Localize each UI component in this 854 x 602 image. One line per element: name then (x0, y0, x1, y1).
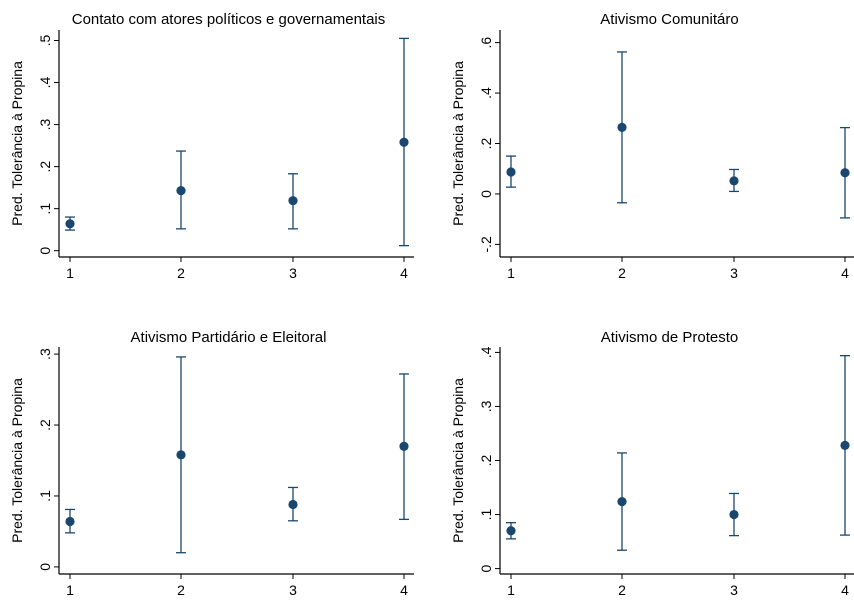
x-tick-label: 3 (289, 582, 297, 598)
y-tick-label: 0 (478, 190, 494, 198)
y-tick-label: .2 (478, 137, 494, 149)
y-tick-label: .4 (37, 77, 53, 89)
x-tick-label: 2 (618, 582, 626, 598)
chart-title: Ativismo de Protesto (601, 329, 739, 346)
x-tick-label: 3 (730, 265, 738, 281)
y-axis-label: Pred. Tolerância à Propina (9, 378, 25, 543)
chart-panel-3: Ativismo Partidário e Eleitoral Pred. Tol… (9, 329, 414, 598)
y-tick-label: .4 (478, 346, 494, 358)
chart-panel-1: Contato com atores políticos e govername… (9, 11, 414, 281)
y-tick-label: .6 (478, 37, 494, 49)
chart-panel-2: Ativismo Comunitáro Pred. Tolerância à Pr… (450, 11, 854, 281)
y-tick-label: .3 (37, 119, 53, 131)
data-point (617, 496, 627, 507)
y-tick-label: -.2 (478, 236, 494, 253)
data-point (506, 167, 516, 177)
x-tick-label: 1 (507, 582, 515, 598)
y-tick-label: .2 (37, 419, 53, 431)
x-tick-label: 2 (177, 582, 185, 598)
y-tick-label: .1 (478, 509, 494, 521)
data-point (399, 137, 409, 147)
y-tick-label: .3 (37, 348, 53, 360)
y-axis-label: Pred. Tolerância à Propina (450, 61, 466, 226)
y-tick-label: 0 (478, 564, 494, 572)
y-axis-label: Pred. Tolerância à Propina (450, 378, 466, 543)
x-tick-label: 3 (730, 582, 738, 598)
y-axis-label: Pred. Tolerância à Propina (9, 61, 25, 226)
x-tick-label: 4 (841, 265, 849, 281)
x-tick-label: 4 (841, 582, 849, 598)
data-point (176, 185, 186, 196)
data-point (840, 168, 850, 178)
chart-title: Ativismo Partidário e Eleitoral (131, 329, 327, 346)
y-tick-label: 0 (37, 247, 53, 255)
x-tick-label: 1 (507, 265, 515, 281)
x-tick-label: 4 (400, 582, 408, 598)
data-point (506, 526, 516, 536)
data-point (176, 450, 186, 460)
data-point (65, 516, 75, 527)
y-tick-label: .2 (478, 454, 494, 466)
data-point (65, 219, 75, 229)
x-tick-label: 1 (66, 265, 74, 281)
y-tick-label: .1 (37, 490, 53, 502)
x-tick-label: 2 (618, 265, 626, 281)
x-tick-label: 2 (177, 265, 185, 281)
x-tick-label: 1 (66, 582, 74, 598)
data-point (729, 509, 739, 520)
data-point (729, 176, 739, 186)
x-tick-label: 3 (289, 265, 297, 281)
chart-panel-4: Ativismo de Protesto Pred. Tolerância à P… (450, 329, 854, 598)
data-point (399, 441, 409, 451)
chart-title: Ativismo Comunitáro (600, 11, 738, 28)
chart-title: Contato com atores políticos e govername… (72, 11, 386, 28)
y-tick-label: .4 (478, 87, 494, 99)
y-tick-label: .5 (37, 34, 53, 46)
data-point (288, 196, 298, 206)
x-tick-label: 4 (400, 265, 408, 281)
y-tick-label: .1 (37, 203, 53, 215)
data-point (617, 122, 627, 132)
data-point (288, 499, 298, 510)
data-point (840, 440, 850, 450)
y-tick-label: .2 (37, 161, 53, 173)
y-tick-label: 0 (37, 563, 53, 571)
y-tick-label: .3 (478, 400, 494, 412)
